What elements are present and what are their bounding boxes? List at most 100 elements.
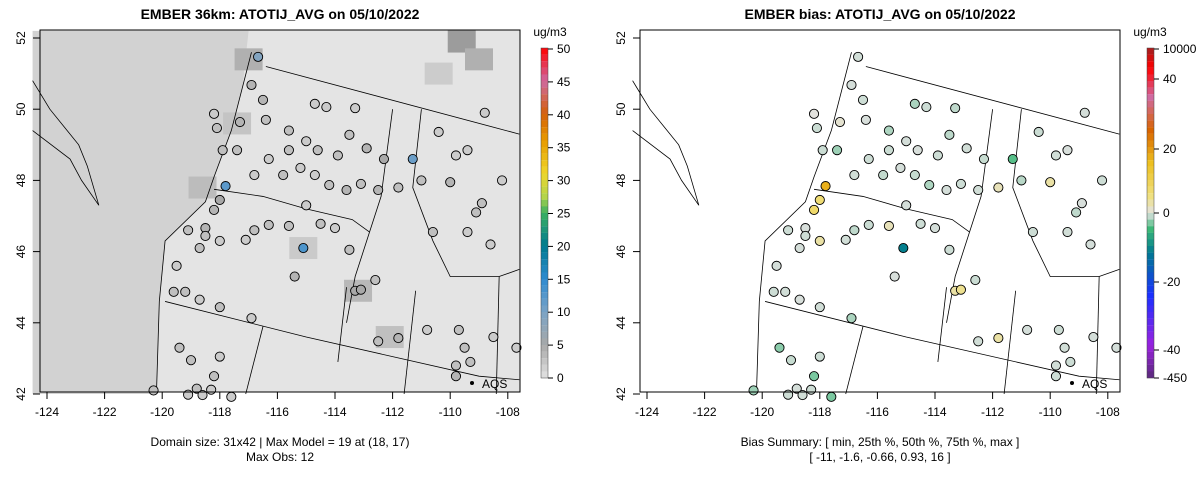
station-marker xyxy=(214,302,225,313)
colorbar-segment xyxy=(1147,279,1154,286)
station-marker xyxy=(1050,360,1062,371)
colorbar-segment xyxy=(1147,147,1154,154)
colorbar-segment xyxy=(1147,87,1154,95)
colorbar-segment xyxy=(541,285,548,293)
panel-title: EMBER 36km: ATOTIJ_AVG on 05/10/2022 xyxy=(141,6,420,22)
plot-area xyxy=(640,30,1120,392)
colorbar-segment xyxy=(1147,61,1154,68)
station-marker xyxy=(950,103,961,114)
station-marker xyxy=(427,226,438,238)
station-marker xyxy=(194,242,205,254)
station-marker xyxy=(344,244,355,255)
station-marker xyxy=(465,356,476,368)
colorbar-tick-label: -20 xyxy=(1163,275,1181,289)
station-marker xyxy=(878,170,889,181)
colorbar-segment xyxy=(1147,54,1154,62)
boundary-line xyxy=(1003,290,1017,395)
footer-line-1: Bias Summary: [ min, 25th %, 50th %, 75t… xyxy=(741,435,1020,449)
plot-frame xyxy=(39,29,521,393)
colorbar-segment xyxy=(541,81,548,88)
colorbar-tick-label: 25 xyxy=(557,207,571,221)
station-marker xyxy=(800,230,811,241)
station-marker xyxy=(1062,226,1073,238)
footer-line-2: [ -11, -1.6, -0.66, 0.93, 16 ] xyxy=(809,450,950,464)
colorbar-segment xyxy=(541,345,548,352)
station-marker xyxy=(1079,107,1090,118)
colorbar-tick-label: 10000 xyxy=(1163,42,1197,56)
colorbar-segment xyxy=(541,127,548,134)
colorbar-tick-label: 40 xyxy=(557,108,571,122)
x-tick-label: -122 xyxy=(93,405,117,419)
station-marker xyxy=(883,125,894,136)
colorbar-segment xyxy=(1147,213,1154,220)
station-marker xyxy=(1065,356,1076,368)
x-tick-label: -114 xyxy=(323,405,346,419)
colorbar-segment xyxy=(1147,48,1154,55)
colorbar-segment xyxy=(541,252,548,260)
station-marker xyxy=(321,102,332,113)
colorbar-segment xyxy=(541,272,548,280)
colorbar-segment xyxy=(541,48,548,55)
station-marker xyxy=(853,51,864,62)
colorbar-segment xyxy=(541,206,548,214)
colorbar-segment xyxy=(1147,312,1154,319)
station-marker xyxy=(433,126,444,138)
colorbar-segment xyxy=(1147,364,1154,372)
station-marker xyxy=(226,391,237,402)
station-marker xyxy=(961,143,972,154)
panel-model: EMBER 36km: ATOTIJ_AVG on 05/10/2022 AQS… xyxy=(14,6,571,464)
colorbar-segment xyxy=(541,338,548,346)
colorbar-segment xyxy=(1147,133,1154,141)
colorbar-segment xyxy=(541,107,548,115)
colorbar-segment xyxy=(541,120,548,128)
station-marker xyxy=(378,153,390,165)
colorbar-segment xyxy=(541,153,548,161)
colorbar: 10000 40 20 0 -20 -40 -450 xyxy=(1146,42,1197,385)
boundary-line xyxy=(632,80,700,206)
station-marker xyxy=(768,286,779,297)
station-marker xyxy=(283,220,294,232)
station-marker xyxy=(180,286,191,297)
x-tick-label: -114 xyxy=(923,405,946,419)
station-marker xyxy=(955,284,966,295)
station-marker xyxy=(240,234,251,245)
ocean-area xyxy=(32,30,249,394)
station-marker xyxy=(944,129,955,140)
boundary-line xyxy=(403,290,417,395)
station-marker xyxy=(748,385,759,396)
station-marker xyxy=(329,223,341,234)
station-marker xyxy=(208,108,220,119)
station-marker xyxy=(912,145,923,156)
colorbar-segment xyxy=(1147,140,1154,148)
aqs-legend-marker xyxy=(470,381,474,385)
colorbar-segment xyxy=(541,180,548,187)
colorbar-segment xyxy=(1147,193,1154,200)
station-marker xyxy=(471,207,482,218)
station-marker xyxy=(889,271,900,282)
y-tick-label: 52 xyxy=(614,31,628,45)
station-marker xyxy=(1111,342,1122,353)
y-tick-label: 42 xyxy=(14,387,28,401)
station-marker xyxy=(407,153,418,165)
colorbar-segment xyxy=(1147,180,1154,187)
colorbar-segment xyxy=(1147,272,1154,280)
station-marker xyxy=(450,360,462,371)
station-marker xyxy=(814,235,825,246)
station-marker xyxy=(794,242,805,254)
boundary-line xyxy=(156,52,252,395)
aqs-legend-label: AQS xyxy=(1082,377,1107,391)
station-marker xyxy=(462,226,473,238)
colorbar-segment xyxy=(541,160,548,167)
colorbar-segment xyxy=(541,331,548,339)
colorbar-segment xyxy=(1147,331,1154,339)
station-marker xyxy=(459,342,470,353)
x-tick-label: -122 xyxy=(693,405,717,419)
station-marker xyxy=(393,182,404,193)
footer-line-2: Max Obs: 12 xyxy=(246,450,314,464)
station-marker xyxy=(1085,239,1096,250)
station-marker xyxy=(1088,331,1099,343)
station-marker xyxy=(183,225,194,236)
station-marker xyxy=(1053,324,1064,335)
station-marker xyxy=(246,313,257,324)
